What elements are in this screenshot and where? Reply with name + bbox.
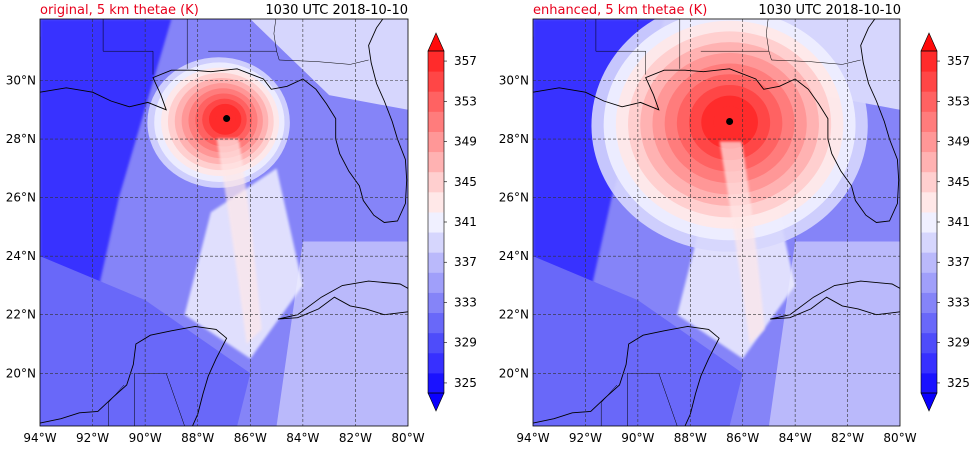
colorbar-segment bbox=[428, 232, 444, 253]
x-tick-label: 94°W bbox=[516, 431, 549, 445]
map-frame bbox=[532, 18, 901, 427]
x-tick-label: 88°W bbox=[674, 431, 707, 445]
y-tick-label: 22°N bbox=[499, 308, 529, 322]
left-panel: original, 5 km thetae (K) 1030 UTC 2018-… bbox=[0, 0, 486, 449]
right-panel: enhanced, 5 km thetae (K) 1030 UTC 2018-… bbox=[486, 0, 972, 449]
colorbar-tick-label: 349 bbox=[454, 135, 477, 149]
colorbar-tick-label: 337 bbox=[947, 255, 970, 269]
x-tick-label: 88°W bbox=[181, 431, 214, 445]
colorbar-segment bbox=[428, 171, 444, 193]
y-tick-label: 26°N bbox=[499, 191, 529, 205]
y-tick-label: 30°N bbox=[499, 73, 529, 87]
x-tick-label: 94°W bbox=[23, 431, 56, 445]
left-title: original, 5 km thetae (K) bbox=[40, 3, 199, 18]
y-tick-label: 24°N bbox=[499, 249, 529, 263]
x-tick-label: 82°W bbox=[831, 431, 864, 445]
x-tick-label: 84°W bbox=[779, 431, 812, 445]
colorbar-max-extend bbox=[920, 32, 938, 52]
colorbar-tick-label: 345 bbox=[454, 175, 477, 189]
y-tick-label: 22°N bbox=[6, 308, 36, 322]
y-tick-label: 20°N bbox=[499, 366, 529, 380]
colorbar-segment bbox=[428, 71, 444, 92]
colorbar-tick-label: 325 bbox=[454, 376, 477, 390]
x-tick-label: 80°W bbox=[391, 431, 424, 445]
colorbar-segment bbox=[428, 131, 444, 153]
map-frame bbox=[39, 18, 409, 427]
colorbar-segment bbox=[428, 91, 444, 112]
colorbar-segment bbox=[921, 71, 937, 92]
x-tick-label: 80°W bbox=[883, 431, 916, 445]
y-tick-label: 24°N bbox=[6, 249, 36, 263]
colorbar-tick-label: 353 bbox=[454, 94, 477, 108]
left-map-chart: 94°W 92°W 90°W 88°W 86°W 84°W 82°W 80°W 30°N 28°N… bbox=[6, 18, 477, 445]
colorbar-segment bbox=[921, 91, 937, 112]
x-tick-label: 90°W bbox=[129, 431, 162, 445]
x-tick-label: 90°W bbox=[621, 431, 654, 445]
x-tick-label: 86°W bbox=[726, 431, 759, 445]
colorbar-segment bbox=[921, 252, 937, 273]
colorbar-segment bbox=[921, 272, 937, 293]
colorbar-segment bbox=[921, 171, 937, 193]
colorbar-tick-label: 333 bbox=[947, 295, 970, 309]
colorbar-tick-label: 329 bbox=[454, 336, 477, 350]
colorbar-segment bbox=[921, 191, 937, 213]
colorbar-tick-label: 357 bbox=[454, 54, 477, 68]
left-timestamp: 1030 UTC 2018-10-10 bbox=[265, 3, 408, 18]
colorbar-min-extend bbox=[427, 392, 445, 412]
colorbar-segment bbox=[921, 51, 937, 72]
y-tick-label: 20°N bbox=[6, 366, 36, 380]
colorbar-tick-label: 337 bbox=[454, 255, 477, 269]
colorbar-segment bbox=[428, 312, 444, 334]
colorbar-segment bbox=[428, 292, 444, 314]
y-tick-label: 28°N bbox=[499, 132, 529, 146]
colorbar-segment bbox=[921, 292, 937, 314]
colorbar-segment bbox=[921, 131, 937, 153]
colorbar-segment bbox=[921, 312, 937, 334]
colorbar-tick-label: 345 bbox=[947, 175, 970, 189]
x-tick-label: 92°W bbox=[569, 431, 602, 445]
colorbar-min-extend bbox=[920, 392, 938, 412]
colorbar-segment bbox=[428, 272, 444, 293]
y-tick-label: 30°N bbox=[6, 73, 36, 87]
colorbar-tick-label: 341 bbox=[947, 215, 970, 229]
colorbar-tick-label: 329 bbox=[947, 336, 970, 350]
colorbar-tick-label: 357 bbox=[947, 54, 970, 68]
colorbar-segment bbox=[921, 352, 937, 374]
colorbar-tick-label: 353 bbox=[947, 94, 970, 108]
y-tick-label: 28°N bbox=[6, 132, 36, 146]
x-tick-label: 82°W bbox=[339, 431, 372, 445]
colorbar-segment bbox=[921, 332, 937, 354]
colorbar-segment bbox=[428, 111, 444, 132]
colorbar-tick-label: 341 bbox=[454, 215, 477, 229]
colorbar-segment bbox=[921, 151, 937, 173]
colorbar-tick-label: 349 bbox=[947, 135, 970, 149]
colorbar-segment bbox=[921, 232, 937, 253]
colorbar-segment bbox=[428, 151, 444, 173]
colorbar-segment bbox=[428, 211, 444, 233]
x-tick-label: 86°W bbox=[234, 431, 267, 445]
colorbar-tick-label: 325 bbox=[947, 376, 970, 390]
y-tick-label: 26°N bbox=[6, 191, 36, 205]
colorbar-max-extend bbox=[427, 32, 445, 52]
colorbar-segment bbox=[428, 372, 444, 394]
right-title: enhanced, 5 km thetae (K) bbox=[533, 3, 708, 18]
colorbar-segment bbox=[921, 111, 937, 132]
colorbar-segment bbox=[428, 191, 444, 213]
colorbar-segment bbox=[921, 211, 937, 233]
colorbar-segment bbox=[921, 372, 937, 394]
right-timestamp: 1030 UTC 2018-10-10 bbox=[758, 3, 901, 18]
x-tick-label: 84°W bbox=[286, 431, 319, 445]
colorbar-segment bbox=[428, 352, 444, 374]
colorbar-segment bbox=[428, 51, 444, 72]
colorbar-segment bbox=[428, 252, 444, 273]
right-map-chart: 94°W 92°W 90°W 88°W 86°W 84°W 82°W 80°W 30°N 28°N… bbox=[499, 18, 970, 445]
colorbar-tick-label: 333 bbox=[454, 295, 477, 309]
x-tick-label: 92°W bbox=[76, 431, 109, 445]
colorbar-segment bbox=[428, 332, 444, 354]
